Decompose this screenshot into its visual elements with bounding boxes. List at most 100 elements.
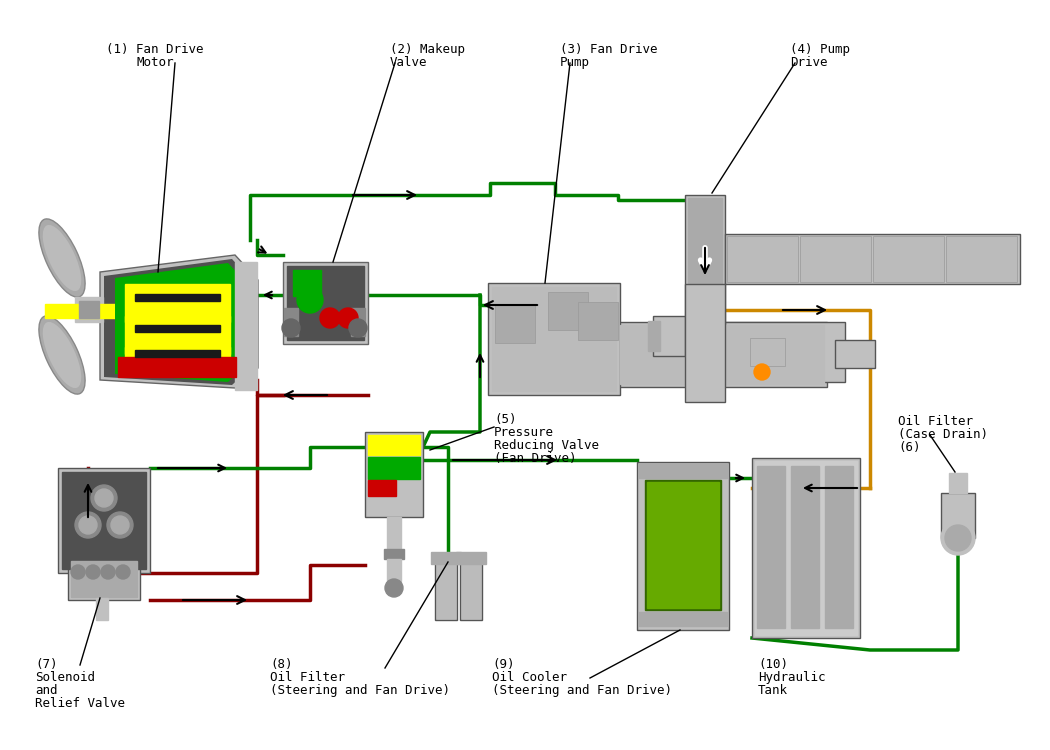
Bar	[492, 287, 616, 391]
Bar	[287, 266, 364, 340]
Ellipse shape	[43, 322, 81, 388]
Circle shape	[754, 364, 770, 380]
Text: Tank: Tank	[758, 684, 788, 697]
Circle shape	[338, 308, 358, 328]
Circle shape	[75, 512, 101, 538]
Bar	[96, 598, 108, 620]
Bar	[71, 561, 136, 597]
Bar	[293, 270, 321, 296]
Bar	[825, 466, 853, 628]
Text: Hydraulic: Hydraulic	[758, 671, 825, 684]
Bar	[45, 304, 117, 318]
Bar	[647, 482, 719, 608]
Text: and: and	[35, 684, 58, 697]
Circle shape	[282, 319, 300, 337]
Circle shape	[941, 521, 975, 555]
Bar	[125, 347, 230, 369]
Ellipse shape	[39, 316, 85, 394]
Polygon shape	[116, 263, 250, 382]
Bar	[75, 297, 103, 322]
Bar	[368, 457, 420, 479]
Text: (9): (9)	[492, 658, 514, 671]
Text: (4) Pump: (4) Pump	[790, 43, 851, 56]
Circle shape	[91, 485, 117, 511]
Ellipse shape	[39, 219, 85, 297]
Text: Motor: Motor	[136, 56, 173, 69]
Text: Solenoid: Solenoid	[35, 671, 94, 684]
Bar	[135, 294, 220, 301]
Bar	[685, 195, 724, 370]
Circle shape	[79, 516, 97, 534]
Bar	[637, 462, 729, 630]
Text: Reducing Valve: Reducing Valve	[494, 439, 598, 452]
Circle shape	[111, 516, 129, 534]
Bar	[578, 302, 618, 340]
Circle shape	[71, 565, 85, 579]
Text: Pump: Pump	[560, 56, 590, 69]
Bar	[949, 473, 967, 493]
Bar	[688, 198, 722, 367]
Bar	[125, 316, 230, 354]
Bar	[648, 321, 660, 351]
Bar	[135, 350, 220, 357]
Bar	[68, 558, 140, 600]
Text: (1) Fan Drive: (1) Fan Drive	[106, 43, 204, 56]
Text: (Fan Drive): (Fan Drive)	[494, 452, 576, 465]
Bar	[639, 612, 727, 626]
Bar	[284, 262, 367, 344]
Bar	[368, 435, 420, 455]
Bar	[384, 549, 404, 559]
Bar	[724, 322, 845, 382]
Text: (2) Makeup: (2) Makeup	[390, 43, 465, 56]
Circle shape	[945, 525, 971, 551]
Bar	[456, 552, 486, 564]
Bar	[495, 305, 536, 343]
Bar	[941, 493, 975, 538]
Text: Valve: Valve	[390, 56, 427, 69]
Bar	[351, 308, 365, 336]
Circle shape	[101, 565, 116, 579]
Bar	[460, 562, 482, 620]
Bar	[548, 292, 588, 330]
Bar	[125, 284, 230, 322]
Text: Oil Filter: Oil Filter	[270, 671, 345, 684]
Text: Drive: Drive	[790, 56, 827, 69]
Bar	[757, 466, 785, 628]
Text: Oil Filter: Oil Filter	[898, 415, 973, 428]
Bar	[284, 308, 298, 336]
Bar	[365, 432, 423, 517]
Polygon shape	[100, 255, 258, 388]
Bar	[387, 517, 401, 549]
Text: (10): (10)	[758, 658, 788, 671]
Bar	[620, 325, 824, 384]
Bar	[387, 559, 401, 581]
Bar	[488, 283, 620, 395]
Bar	[724, 234, 1020, 284]
Text: (8): (8)	[270, 658, 293, 671]
Circle shape	[385, 579, 403, 597]
Text: (Steering and Fan Drive): (Steering and Fan Drive)	[270, 684, 450, 697]
Circle shape	[86, 565, 100, 579]
Circle shape	[297, 287, 323, 313]
Text: (7): (7)	[35, 658, 58, 671]
Bar	[645, 480, 721, 610]
Polygon shape	[104, 259, 254, 385]
Bar	[791, 466, 819, 628]
Bar	[946, 236, 1017, 282]
Text: Pressure: Pressure	[494, 426, 554, 439]
Bar	[435, 562, 457, 620]
Text: (6): (6)	[898, 441, 921, 454]
Bar	[750, 338, 785, 366]
Bar	[873, 236, 944, 282]
Bar	[755, 461, 857, 635]
Bar	[118, 357, 236, 377]
Bar	[62, 472, 146, 569]
Circle shape	[116, 565, 130, 579]
Text: (5): (5)	[494, 413, 517, 426]
Bar	[835, 340, 875, 368]
Bar	[79, 301, 99, 318]
Bar	[235, 262, 257, 390]
Bar	[135, 325, 220, 332]
Bar	[727, 236, 798, 282]
Bar	[462, 564, 480, 618]
